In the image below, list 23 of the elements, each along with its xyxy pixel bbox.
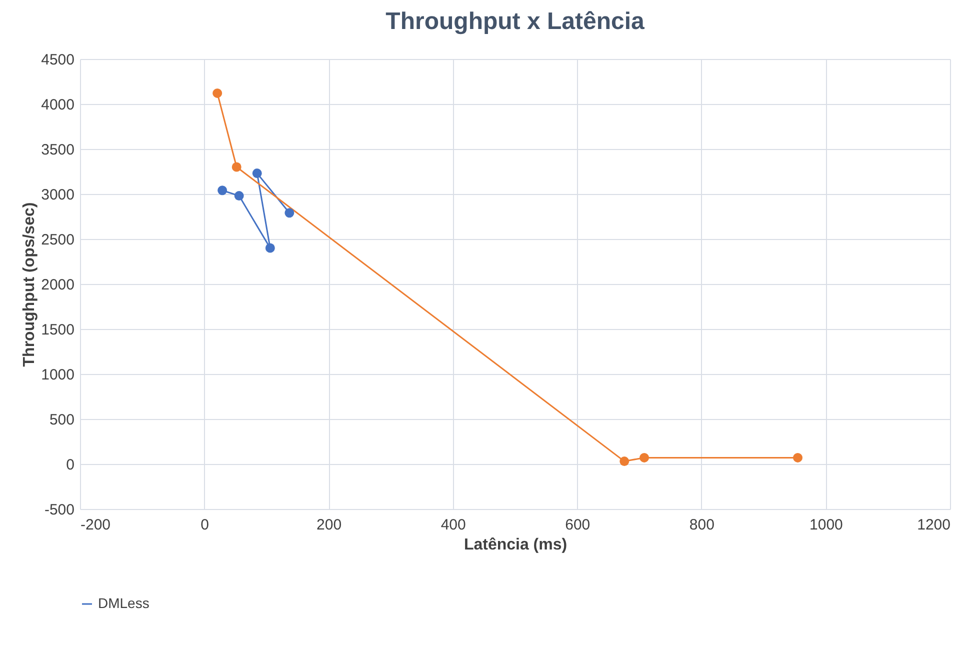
y-tick-label: 3500 <box>41 142 74 158</box>
x-tick-label: 400 <box>440 516 466 534</box>
x-tick-label: 800 <box>689 516 714 534</box>
x-tick-label: 200 <box>316 516 342 534</box>
x-tick-label: 0 <box>200 516 209 534</box>
y-tick-label: 0 <box>66 456 74 474</box>
y-tick-label: 500 <box>49 412 74 428</box>
y-tick-label: 4000 <box>41 96 74 114</box>
x-tick-label: 600 <box>565 516 590 534</box>
y-tick-label: 1500 <box>41 322 74 338</box>
y-tick-label: 2000 <box>41 276 74 294</box>
x-tick-label: 1000 <box>810 516 843 534</box>
x-axis-title: Latência (ms) <box>464 536 568 554</box>
chart-title: Throughput x Latência <box>386 8 645 35</box>
legend-label: DMLess <box>98 595 150 611</box>
y-axis-title: Throughput (ops/sec) <box>21 202 38 367</box>
y-tick-label: 4500 <box>41 52 74 68</box>
y-tick-label: 3000 <box>41 186 74 204</box>
y-tick-label: -500 <box>44 502 74 518</box>
y-tick-label: 2500 <box>41 232 74 248</box>
y-tick-label: 1000 <box>41 366 74 384</box>
x-tick-label: 1200 <box>917 516 950 534</box>
x-tick-label: -200 <box>80 516 111 534</box>
